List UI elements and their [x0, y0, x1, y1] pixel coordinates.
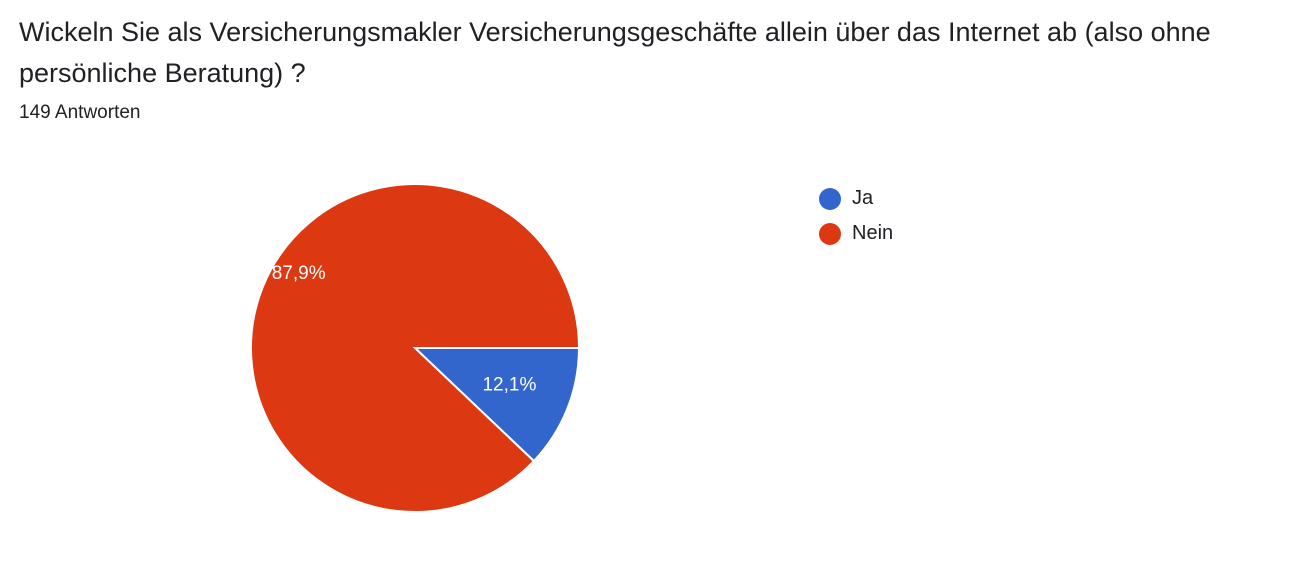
legend-item-ja[interactable]: Ja — [819, 181, 893, 216]
pie-label-nein: 87,9% — [272, 263, 326, 284]
pie-slice-nein[interactable] — [250, 183, 581, 513]
response-count: 149 Antworten — [19, 102, 141, 123]
legend-label-ja: Ja — [852, 187, 874, 209]
pie-label-ja: 12,1% — [482, 375, 536, 396]
pie-slices — [250, 183, 581, 513]
pie-slice-ja[interactable] — [412, 347, 581, 463]
legend-swatch-ja — [819, 187, 841, 210]
chart-legend: Ja Nein — [819, 181, 893, 251]
pie-chart: 12,1% 87,9% — [250, 183, 581, 513]
pie-labels: 12,1% 87,9% — [272, 263, 537, 396]
legend-swatch-nein — [819, 222, 841, 245]
question-title: Wickeln Sie als Versicherungsmakler Vers… — [19, 17, 1211, 88]
legend-label-nein: Nein — [852, 222, 894, 244]
legend-item-nein[interactable]: Nein — [819, 216, 893, 251]
